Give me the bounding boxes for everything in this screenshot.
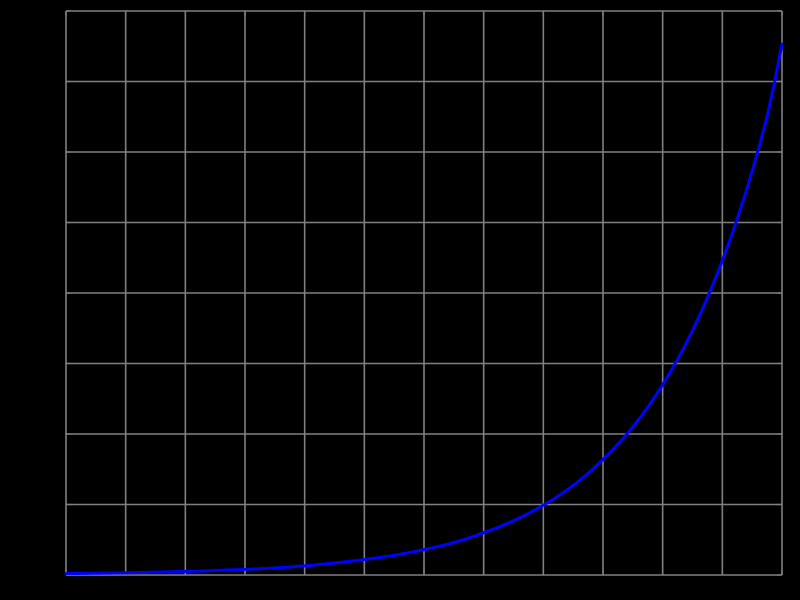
- y-tick-label: 0: [52, 570, 58, 582]
- y-tick-label: 1: [52, 500, 58, 512]
- x-tick-label: 11: [717, 582, 728, 594]
- y-tick-label: 5: [52, 218, 58, 230]
- x-tick-label: 9: [600, 582, 606, 594]
- x-tick-label: 5: [361, 582, 367, 594]
- y-tick-label: 6: [52, 147, 58, 159]
- horizontal-gridlines: [66, 80, 782, 506]
- x-axis-tick-labels: 0 1 2 3 4 5 6 7 8 9 10 11 12: [63, 582, 788, 594]
- x-tick-label: 7: [481, 582, 487, 594]
- y-axis-tick-labels: 0 1 2 3 4 5 6 7 8: [52, 6, 58, 582]
- data-line-exponential: [64, 42, 784, 576]
- x-tick-label: 0: [63, 582, 69, 594]
- x-tick-label: 1: [123, 582, 129, 594]
- y-tick-label: 2: [52, 429, 58, 441]
- x-tick-label: 10: [657, 582, 669, 594]
- x-tick-label: 8: [540, 582, 546, 594]
- y-tick-label: 3: [52, 359, 58, 371]
- x-tick-label: 4: [302, 582, 308, 594]
- x-tick-label: 2: [182, 582, 188, 594]
- data-series-group: [64, 42, 784, 576]
- y-tick-label: 7: [52, 77, 58, 89]
- y-tick-label: 4: [52, 288, 58, 300]
- x-tick-label: 3: [242, 582, 248, 594]
- y-tick-label: 8: [52, 6, 58, 18]
- x-tick-label: 12: [776, 582, 788, 594]
- y-axis-tick-marks: [66, 10, 782, 576]
- x-tick-label: 6: [421, 582, 427, 594]
